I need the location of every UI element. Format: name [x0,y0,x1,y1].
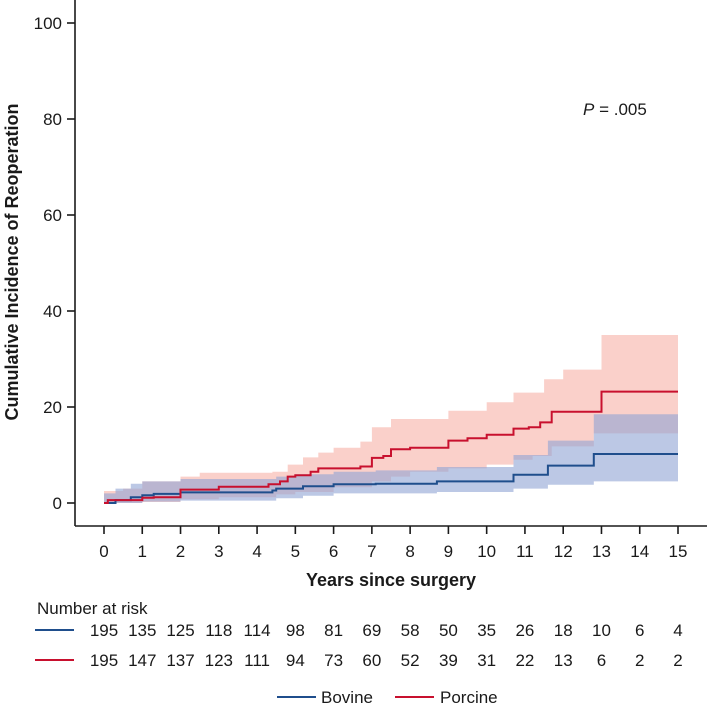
x-tick-label-0: 0 [99,542,108,561]
legend-label-bovine: Bovine [321,688,373,707]
x-tick-label-11: 11 [516,542,534,561]
risk-count-porcine-11: 22 [515,651,534,670]
x-tick-label-9: 9 [444,542,453,561]
risk-count-bovine-8: 58 [401,621,420,640]
risk-count-bovine-1: 135 [128,621,156,640]
risk-count-bovine-5: 98 [286,621,305,640]
series-line-porcine [104,390,678,504]
risk-count-porcine-3: 123 [205,651,233,670]
risk-count-porcine-9: 39 [439,651,458,670]
risk-count-bovine-10: 35 [477,621,496,640]
risk-count-porcine-1: 147 [128,651,156,670]
x-tick-label-14: 14 [630,542,649,561]
x-tick-label-7: 7 [367,542,376,561]
x-tick-label-3: 3 [214,542,223,561]
risk-count-bovine-7: 69 [362,621,381,640]
y-tick-label-0: 0 [53,494,62,513]
x-tick-label-12: 12 [554,542,573,561]
ci-band-porcine [104,335,678,503]
x-tick-label-4: 4 [252,542,261,561]
legend-label-porcine: Porcine [440,688,498,707]
y-axis-title: Cumulative Incidence of Reoperation [2,103,22,420]
risk-count-porcine-13: 6 [597,651,606,670]
p-value-text: = .005 [594,100,646,119]
y-tick-label-40: 40 [43,302,62,321]
x-tick-label-2: 2 [176,542,185,561]
risk-count-porcine-15: 2 [673,651,682,670]
confidence-bands [104,335,678,503]
x-tick-label-15: 15 [669,542,688,561]
y-tick-label-20: 20 [43,398,62,417]
x-tick-label-1: 1 [138,542,147,561]
x-tick-label-5: 5 [291,542,300,561]
x-tick-label-10: 10 [477,542,496,561]
risk-count-porcine-12: 13 [554,651,573,670]
risk-count-bovine-2: 125 [166,621,194,640]
risk-count-porcine-14: 2 [635,651,644,670]
risk-count-bovine-4: 114 [244,621,271,640]
x-tick-label-6: 6 [329,542,338,561]
x-tick-label-8: 8 [405,542,414,561]
y-tick-label-60: 60 [43,206,62,225]
p-value-symbol: P [583,100,595,119]
risk-count-porcine-10: 31 [477,651,496,670]
risk-count-bovine-12: 18 [554,621,573,640]
x-tick-label-13: 13 [592,542,611,561]
risk-count-porcine-7: 60 [362,651,381,670]
x-axis-ticks: 0 1 2 3 4 5 6 7 8 9 10 11 12 13 14 15 [99,526,687,561]
risk-count-bovine-13: 10 [592,621,611,640]
risk-count-bovine-3: 118 [205,621,232,640]
risk-count-porcine-0: 195 [90,651,118,670]
x-axis-title: Years since surgery [306,570,476,590]
risk-count-bovine-6: 81 [324,621,343,640]
risk-count-porcine-4: 111 [244,651,270,670]
ci-band-bovine [104,414,678,503]
risk-table-title: Number at risk [37,599,148,618]
risk-count-bovine-9: 50 [439,621,458,640]
risk-count-porcine-8: 52 [401,651,420,670]
y-tick-label-100: 100 [34,14,62,33]
y-axis-ticks: 0 20 40 60 80 100 [34,14,75,513]
p-value-annotation: P = .005 [583,100,647,119]
risk-count-bovine-15: 4 [673,621,682,640]
risk-count-porcine-6: 73 [324,651,343,670]
risk-count-bovine-0: 195 [90,621,118,640]
risk-count-porcine-5: 94 [286,651,305,670]
risk-count-bovine-11: 26 [515,621,534,640]
risk-count-bovine-14: 6 [635,621,644,640]
legend: Bovine Porcine [277,688,498,707]
risk-count-porcine-2: 137 [166,651,194,670]
series-lines [104,390,678,504]
y-tick-label-80: 80 [43,110,62,129]
